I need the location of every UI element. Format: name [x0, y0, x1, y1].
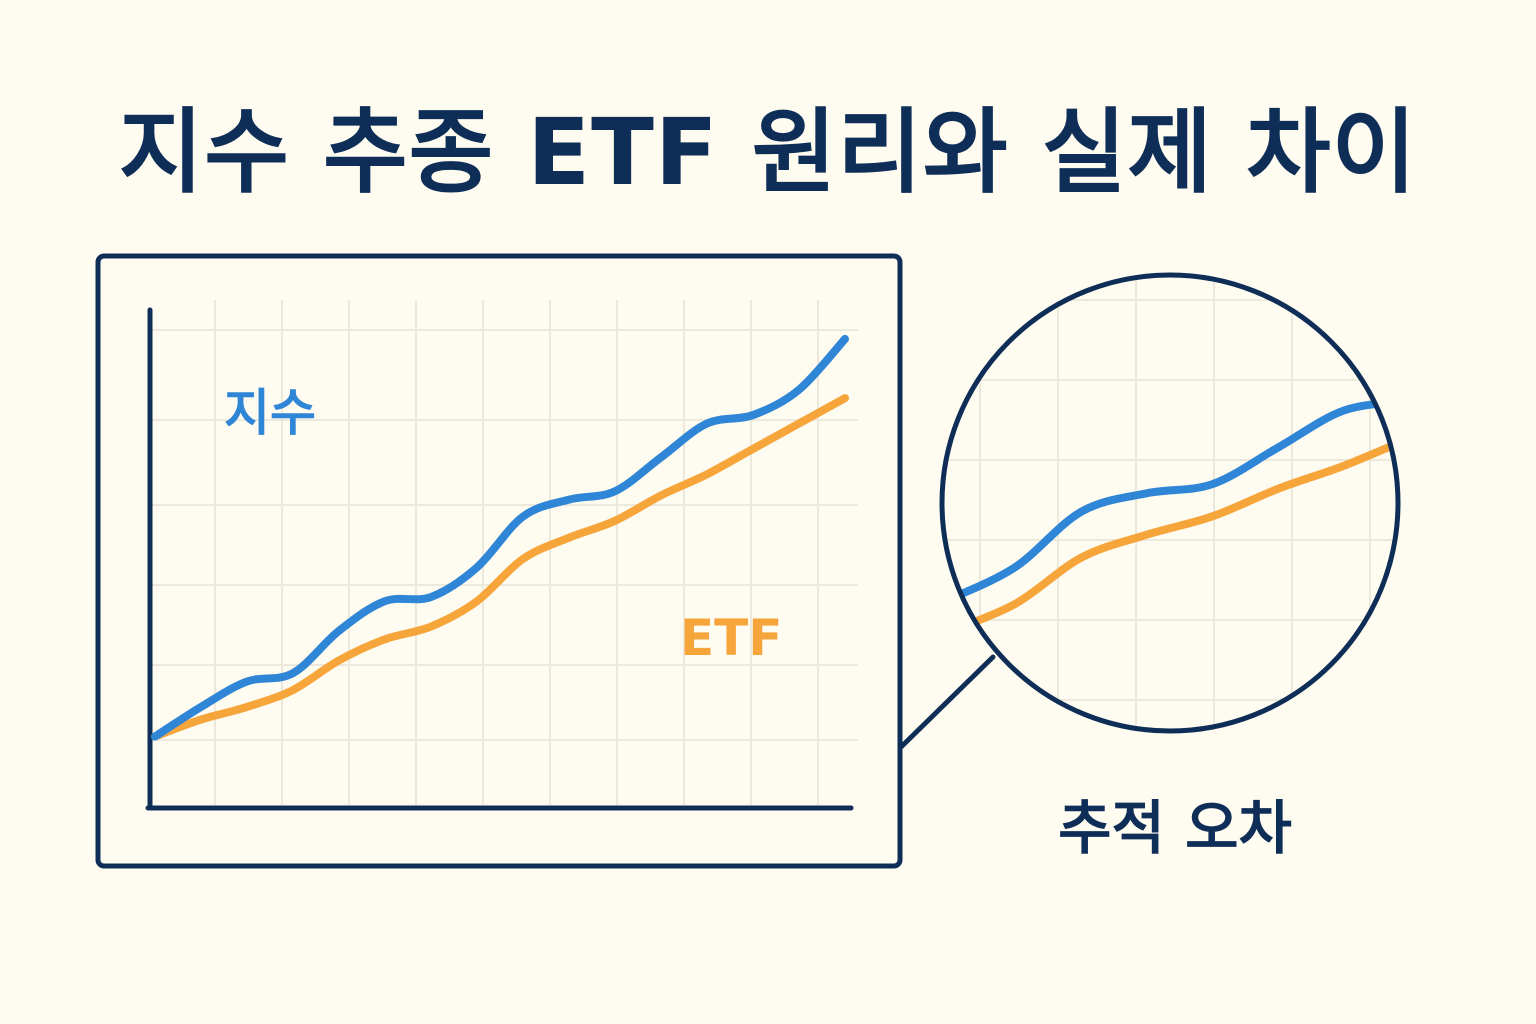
zoom-circle [939, 272, 1401, 734]
series-line-etf [151, 394, 849, 741]
zoom-background [942, 275, 1398, 731]
chart-frame [95, 253, 903, 869]
series-line-index [151, 334, 849, 741]
zoom-series [946, 397, 1398, 636]
chart-grid [152, 300, 858, 805]
page-title: 지수 추종 ETF 원리와 실제 차이 [118, 99, 1418, 206]
series-label-index: 지수 [224, 384, 316, 442]
series-label-etf: ETF [680, 609, 782, 667]
tracking-error-label: 추적 오차 [1058, 794, 1292, 862]
chart-series [151, 334, 849, 741]
zoom-connector [897, 654, 996, 751]
zoom-series-line-etf [946, 434, 1398, 636]
zoom-series-line-index [946, 397, 1398, 603]
